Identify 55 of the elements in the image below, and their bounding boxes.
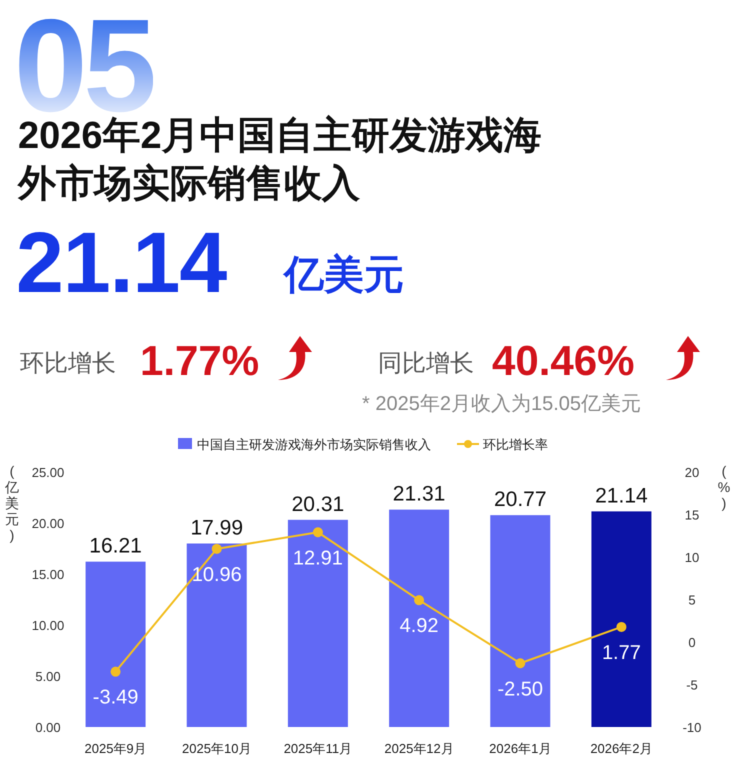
bar [186,544,247,727]
text: 40.46% [492,336,634,386]
y-tick-label: 25.00 [32,465,64,480]
y2-tick-label: -5 [686,678,698,692]
y2-axis-title: (%) [718,463,730,511]
data-label: 10.96 [192,564,242,586]
text: 1.77% [140,336,260,386]
bar [591,511,652,727]
data-label: 21.14 [595,484,648,508]
data-label: 16.21 [89,534,142,558]
data-label: -3.49 [92,686,138,709]
data-label: 20.77 [494,488,547,512]
y2-tick-label: 0 [688,635,696,650]
y2-tick-label: 20 [684,465,700,480]
y-axis-title: (亿美元) [4,463,19,543]
point [110,666,121,677]
text: 亿美元 [284,252,404,298]
y-tick-label: 10.00 [32,618,64,633]
x-tick-label: 2026年1月 [489,741,552,756]
y2-tick-label: 15 [684,508,700,522]
y-tick-label: 0.00 [35,720,61,735]
legend-label: 中国自主研发游戏海外市场实际销售收入 [197,437,431,452]
x-tick-label: 2025年9月 [84,741,147,756]
point [515,658,526,668]
bar [389,510,450,727]
bar [490,515,550,727]
point [616,622,626,632]
text: * 2025年2月收入为15.05亿美元 [362,392,642,417]
y2-tick-label: 10 [684,550,700,565]
y2-tick-label: -10 [682,720,702,735]
x-tick-label: 2025年12月 [384,741,454,756]
data-label: 20.31 [292,492,344,516]
data-label: 21.31 [392,482,446,506]
y-tick-label: 15.00 [32,567,64,582]
data-label: 4.92 [400,615,439,638]
y-tick-label: 20.00 [32,516,64,531]
bar [86,562,146,727]
text: 21.14 [16,215,226,311]
text: 2026年2月中国自主研发游戏海外市场实际销售收入 [18,114,543,207]
text: 同比增长 [378,349,474,379]
point [414,595,424,606]
text: 环比增长 [20,349,116,379]
data-label: 12.91 [292,547,343,570]
data-label: -2.50 [497,678,544,700]
point [212,544,222,554]
data-label: 17.99 [190,516,244,540]
x-tick-label: 2025年10月 [182,741,252,756]
x-tick-label: 2026年2月 [590,741,652,756]
y-tick-label: 5.00 [35,669,61,684]
data-label: 1.77 [602,642,641,664]
x-tick-label: 2025年11月 [284,741,352,756]
point [312,527,323,538]
legend-label: 环比增长率 [483,437,548,452]
y2-tick-label: 5 [688,592,696,608]
bar [288,520,348,727]
